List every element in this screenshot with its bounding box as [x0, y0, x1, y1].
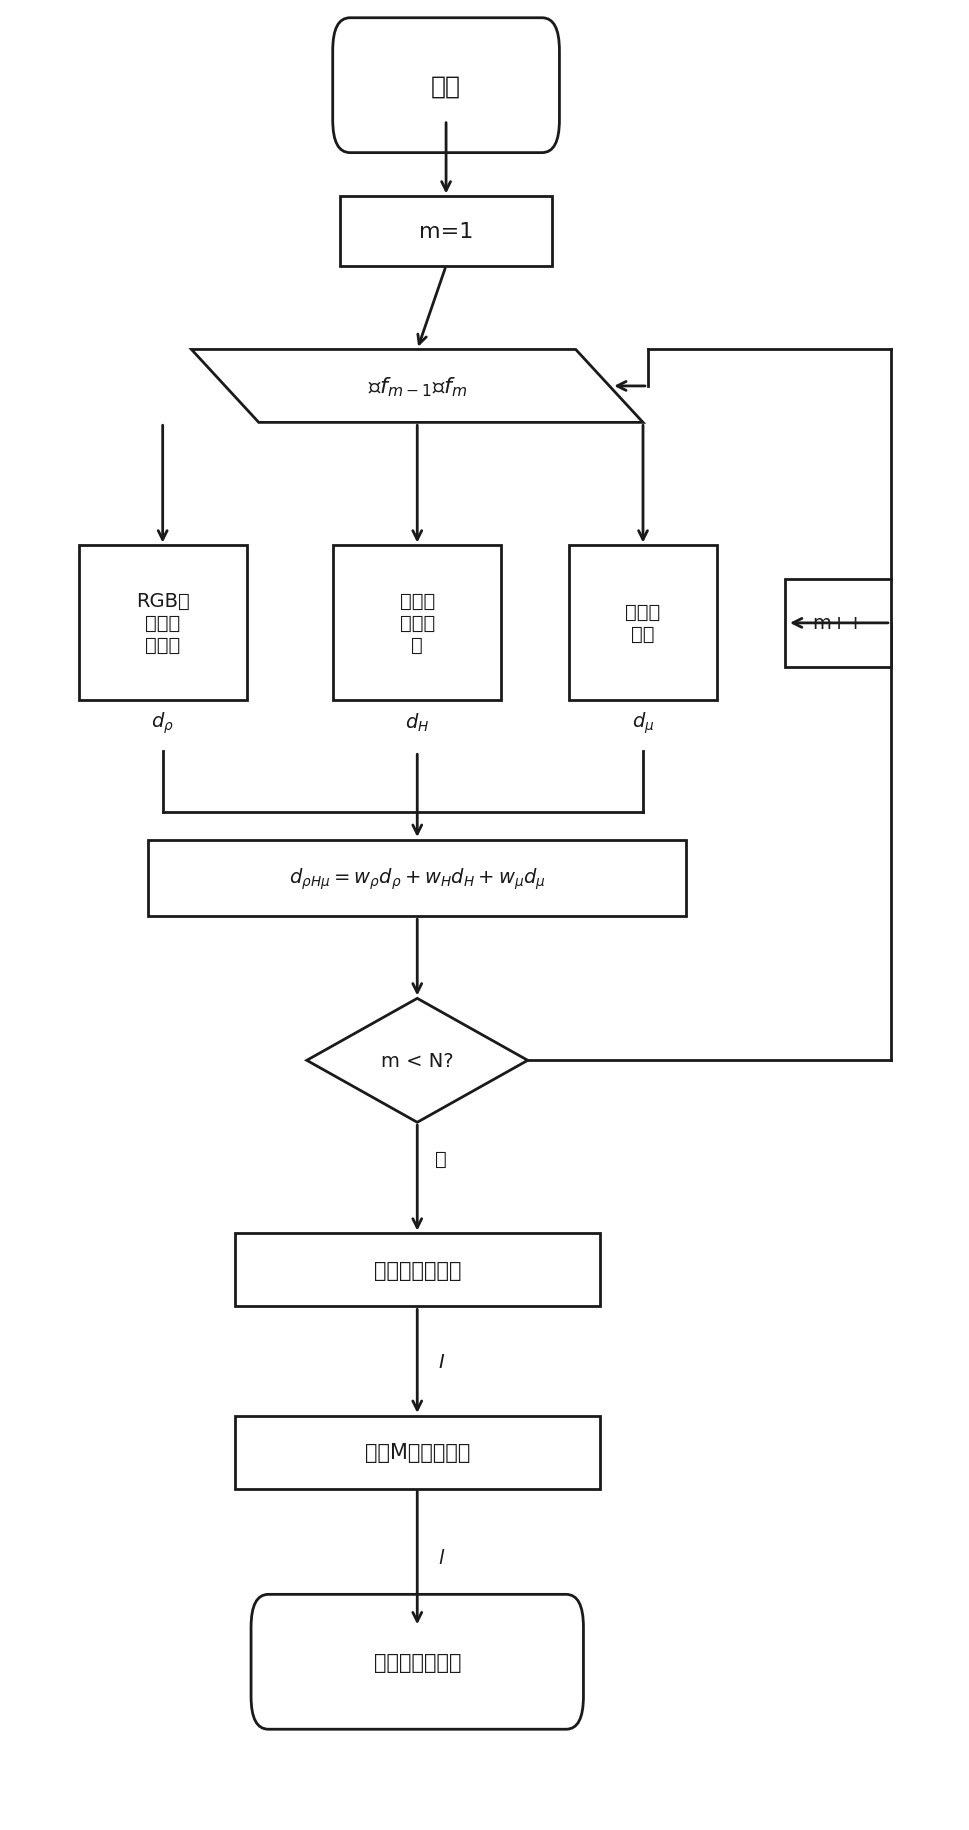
Text: 开始: 开始 — [431, 75, 461, 99]
Text: $d_{\rho}$: $d_{\rho}$ — [151, 710, 174, 736]
Bar — [785, 580, 891, 668]
Text: 合成关键帧视频: 合成关键帧视频 — [373, 1652, 461, 1673]
Text: 颜色直
方图算
法: 颜色直 方图算 法 — [399, 593, 435, 655]
Bar — [78, 545, 247, 701]
Text: 否: 否 — [435, 1149, 447, 1169]
Bar — [569, 545, 717, 701]
Bar — [333, 545, 501, 701]
Text: 惯性矩
算法: 惯性矩 算法 — [625, 604, 661, 644]
Text: $I$: $I$ — [438, 1352, 445, 1371]
Bar — [340, 198, 551, 267]
Text: 取$f_{m-1}$与$f_m$: 取$f_{m-1}$与$f_m$ — [367, 375, 467, 399]
Bar — [148, 840, 686, 917]
Text: $l$: $l$ — [438, 1548, 445, 1568]
Bar — [234, 1233, 600, 1307]
Text: 取前M个下标序号: 取前M个下标序号 — [364, 1442, 470, 1462]
Polygon shape — [307, 999, 528, 1122]
Text: $d_{\rho H\mu}=w_{\rho}d_{\rho}+w_H d_H+w_{\mu}d_{\mu}$: $d_{\rho H\mu}=w_{\rho}d_{\rho}+w_H d_H+… — [289, 866, 546, 891]
Text: RGB通
道相关
性算法: RGB通 道相关 性算法 — [136, 593, 190, 655]
Text: m++: m++ — [812, 615, 864, 633]
Text: $d_H$: $d_H$ — [405, 712, 429, 734]
Text: 冒泡法降序排列: 冒泡法降序排列 — [373, 1261, 461, 1281]
Text: m < N?: m < N? — [381, 1050, 453, 1071]
FancyBboxPatch shape — [251, 1594, 583, 1729]
Text: $d_{\mu}$: $d_{\mu}$ — [632, 710, 654, 736]
FancyBboxPatch shape — [332, 18, 559, 154]
Bar — [234, 1416, 600, 1490]
Text: m=1: m=1 — [419, 221, 473, 242]
Polygon shape — [192, 350, 643, 423]
